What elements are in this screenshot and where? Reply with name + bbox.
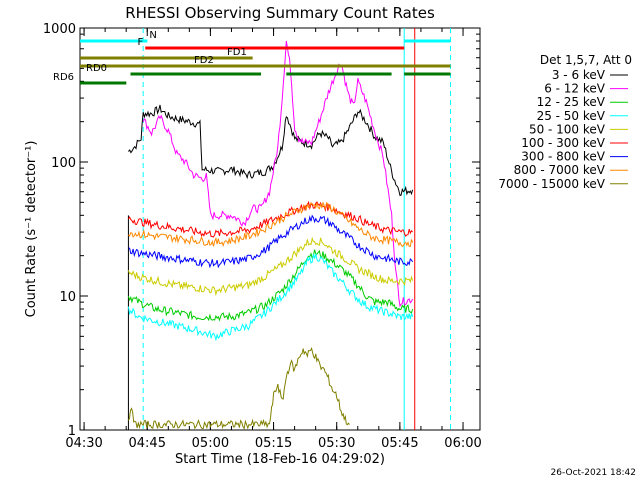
legend-label: 12 - 25 keV	[537, 95, 606, 109]
series-line	[128, 214, 414, 269]
legend-label: 800 - 7000 keV	[514, 163, 606, 177]
legend-header: Det 1,5,7, Att 0	[540, 53, 632, 67]
flag-label: RD0	[86, 63, 107, 74]
x-tick-label: 05:15	[255, 436, 292, 451]
y-tick-label: 1000	[43, 22, 76, 37]
timestamp: 26-Oct-2021 18:42	[551, 468, 636, 478]
legend-label: 300 - 800 keV	[521, 150, 605, 164]
legend-label: 6 - 12 keV	[544, 82, 606, 96]
series-group	[127, 40, 414, 430]
x-tick-label: 05:00	[192, 436, 229, 451]
x-tick-label: 04:45	[129, 436, 166, 451]
x-tick-label: 05:30	[318, 436, 355, 451]
chart-title: RHESSI Observing Summary Count Rates	[125, 4, 435, 22]
flag-label: FD1	[227, 47, 247, 58]
series-line	[142, 40, 414, 308]
x-tick-label: 05:45	[381, 436, 418, 451]
series-line	[127, 236, 414, 297]
flag-label: N	[149, 30, 156, 41]
legend-label: 100 - 300 keV	[521, 136, 605, 150]
plot-frame	[79, 27, 481, 431]
series-line	[128, 104, 414, 197]
y-tick-label: 10	[59, 290, 76, 305]
series-line	[127, 253, 414, 342]
series-line	[127, 249, 414, 322]
x-tick-label: 06:00	[444, 436, 481, 451]
flag-label: F	[137, 37, 143, 48]
y-tick-label: 1	[68, 424, 76, 439]
y-tick-label: 100	[51, 156, 76, 171]
legend-label: 7000 - 15000 keV	[498, 177, 605, 191]
x-axis-label: Start Time (18-Feb-16 04:29:02)	[175, 452, 385, 467]
x-tick-label: 04:30	[65, 436, 102, 451]
y-axis-label: Count Rate (s⁻¹ detector⁻¹)	[24, 141, 39, 318]
series-line	[127, 347, 350, 430]
flag-label: FD2	[194, 55, 214, 66]
legend-label: 3 - 6 keV	[552, 68, 606, 82]
flag-label: RD6	[53, 72, 74, 83]
legend-label: 50 - 100 keV	[529, 122, 606, 136]
series-line	[128, 201, 414, 247]
legend-label: 25 - 50 keV	[537, 109, 606, 123]
series-line	[127, 200, 413, 238]
